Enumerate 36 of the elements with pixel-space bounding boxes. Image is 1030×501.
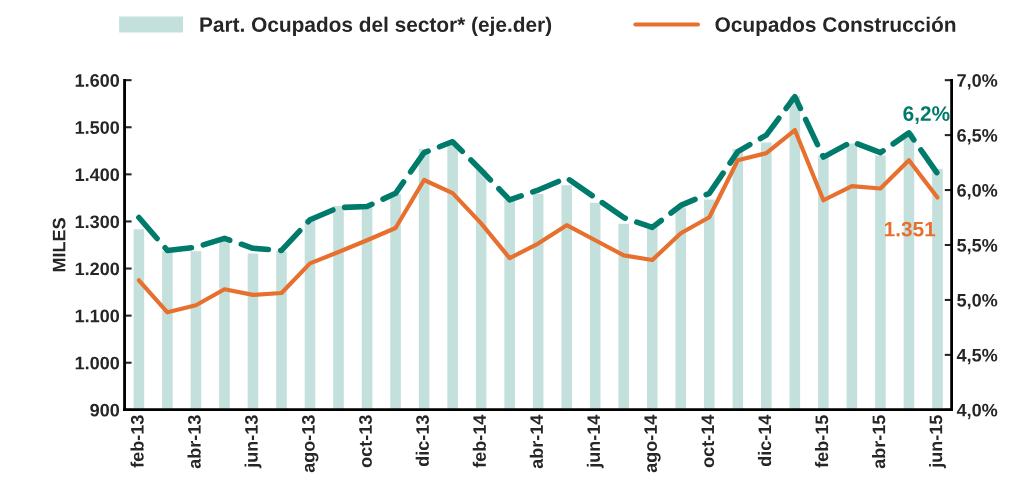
x-tick-label: dic-13 [415,415,429,467]
y-tick-label: 1.000 [75,356,120,370]
y-tick-label: 1.100 [75,309,120,323]
x-tick-label: abr-13 [187,415,201,469]
x-tick-label: oct-13 [359,415,372,468]
annotation: 1.351 [884,221,936,237]
x-tick-label: abr-14 [529,414,544,469]
y-tick-label: 1.400 [75,168,120,182]
y-tick-label: 1.200 [75,262,120,276]
x-tick-label: feb-14 [472,414,486,468]
y2-tick-label: 7,0% [957,74,998,90]
y-tick-label: 900 [90,403,120,417]
x-tick-label: abr-15 [872,415,886,469]
legend-label: Ocupados Construcción [715,16,956,37]
y2-tick-label: 5,5% [957,238,998,255]
x-tick-label: ago-13 [301,415,319,473]
y2-tick-label: 6,0% [957,183,998,200]
x-tick-label: ago-14 [644,414,661,473]
y-tick-label: 1.500 [75,121,120,134]
annotation: 6,2% [903,106,950,125]
x-tick-label: feb-13 [130,415,144,468]
x-tick-label: oct-14 [701,414,715,468]
y2-tick-label: 5,0% [957,293,998,310]
x-tick-label: jun-13 [244,415,262,469]
y2-tick-label: 6,5% [957,129,998,145]
x-tick-label: jun-15 [929,415,946,469]
y2-tick-label: 4,5% [956,348,998,365]
x-tick-label: feb-15 [814,415,829,468]
y2-tick-label: 4,0% [956,403,998,420]
y-tick-label: 1.600 [75,74,120,87]
y-axis-title: MILES [52,218,66,272]
legend-label: Part. Ocupados del sector* (eje.der) [200,16,552,37]
line-series [136,127,940,315]
y-tick-label: 1.300 [75,215,120,229]
x-tick-label: jun-14 [586,414,604,469]
x-tick-label: dic-14 [757,414,772,467]
